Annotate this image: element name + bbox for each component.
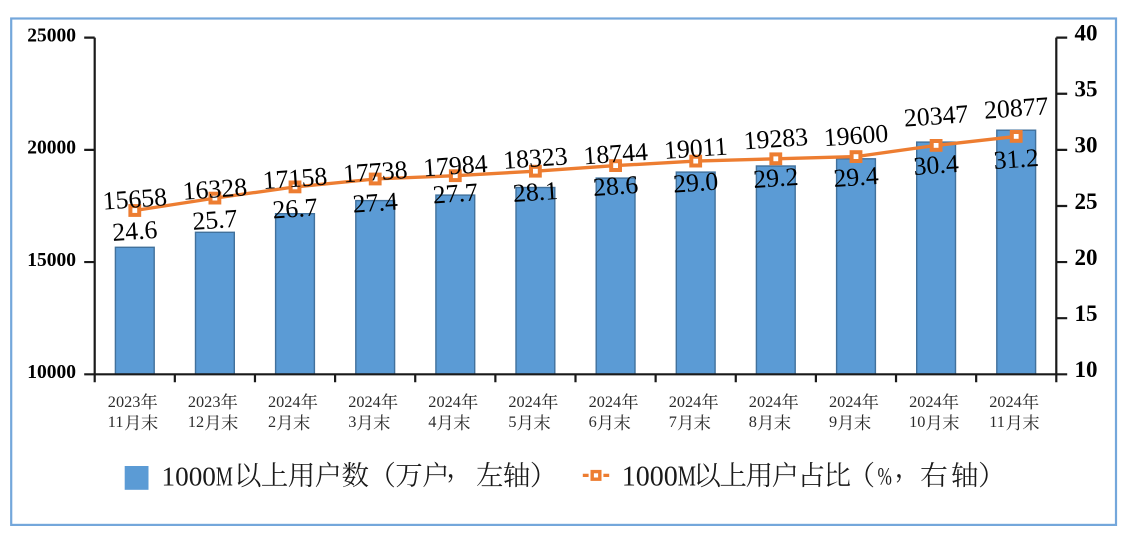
- svg-text:18323: 18323: [502, 141, 568, 174]
- svg-text:2024: 2024: [428, 392, 461, 411]
- svg-text:2024: 2024: [589, 392, 622, 411]
- svg-text:28.1: 28.1: [512, 176, 559, 208]
- svg-text:35: 35: [1075, 77, 1098, 102]
- svg-text:7: 7: [669, 412, 677, 431]
- svg-text:2024: 2024: [989, 392, 1022, 411]
- svg-text:16328: 16328: [182, 172, 248, 205]
- svg-text:17984: 17984: [422, 149, 488, 182]
- svg-text:2024: 2024: [669, 392, 702, 411]
- svg-text:9: 9: [829, 412, 837, 431]
- svg-text:15000: 15000: [27, 250, 76, 271]
- svg-text:17738: 17738: [342, 155, 408, 188]
- svg-text:8: 8: [749, 412, 757, 431]
- svg-text:12: 12: [188, 412, 204, 431]
- svg-text:2024: 2024: [829, 392, 862, 411]
- svg-text:24.6: 24.6: [111, 215, 158, 247]
- svg-text:11: 11: [108, 412, 124, 431]
- svg-text:%: %: [878, 463, 892, 490]
- svg-text:17158: 17158: [262, 162, 328, 195]
- svg-text:30: 30: [1075, 133, 1098, 158]
- svg-text:10000: 10000: [27, 362, 76, 383]
- svg-text:10: 10: [1075, 357, 1098, 382]
- svg-text:2024: 2024: [909, 392, 942, 411]
- svg-text:15: 15: [1075, 301, 1098, 326]
- svg-text:2024: 2024: [508, 392, 541, 411]
- svg-text:29.2: 29.2: [752, 162, 799, 194]
- svg-text:19600: 19600: [823, 119, 889, 152]
- svg-text:2: 2: [268, 412, 276, 431]
- svg-text:2024: 2024: [749, 392, 782, 411]
- svg-text:3: 3: [348, 412, 356, 431]
- svg-text:20877: 20877: [983, 91, 1049, 124]
- svg-text:M: M: [216, 462, 233, 492]
- svg-text:27.7: 27.7: [432, 177, 479, 209]
- svg-text:2023: 2023: [108, 392, 141, 411]
- svg-text:30.4: 30.4: [913, 149, 960, 181]
- svg-text:20000: 20000: [27, 138, 76, 159]
- svg-text:2023: 2023: [188, 392, 221, 411]
- svg-text:10: 10: [909, 412, 925, 431]
- svg-text:M: M: [678, 462, 696, 493]
- svg-text:28.6: 28.6: [592, 170, 639, 202]
- svg-text:1000: 1000: [162, 462, 216, 492]
- svg-text:6: 6: [589, 412, 597, 431]
- svg-text:11: 11: [989, 412, 1005, 431]
- svg-text:15658: 15658: [102, 182, 168, 215]
- svg-text:25.7: 25.7: [191, 204, 238, 236]
- svg-text:4: 4: [428, 412, 436, 431]
- svg-text:27.4: 27.4: [352, 187, 399, 219]
- svg-text:29.0: 29.0: [672, 167, 719, 199]
- svg-text:18744: 18744: [582, 137, 648, 170]
- svg-text:2024: 2024: [348, 392, 381, 411]
- svg-text:29.4: 29.4: [832, 161, 879, 193]
- svg-text:5: 5: [508, 412, 516, 431]
- svg-text:31.2: 31.2: [993, 143, 1040, 175]
- svg-text:25000: 25000: [27, 25, 76, 46]
- svg-text:1000: 1000: [622, 462, 678, 493]
- svg-text:19011: 19011: [663, 132, 728, 165]
- svg-text:19283: 19283: [743, 122, 809, 155]
- svg-text:26.7: 26.7: [271, 192, 318, 224]
- svg-text:25: 25: [1075, 189, 1098, 214]
- svg-text:20: 20: [1075, 245, 1098, 270]
- svg-text:2024: 2024: [268, 392, 301, 411]
- svg-text:20347: 20347: [903, 99, 969, 132]
- svg-text:40: 40: [1075, 20, 1098, 45]
